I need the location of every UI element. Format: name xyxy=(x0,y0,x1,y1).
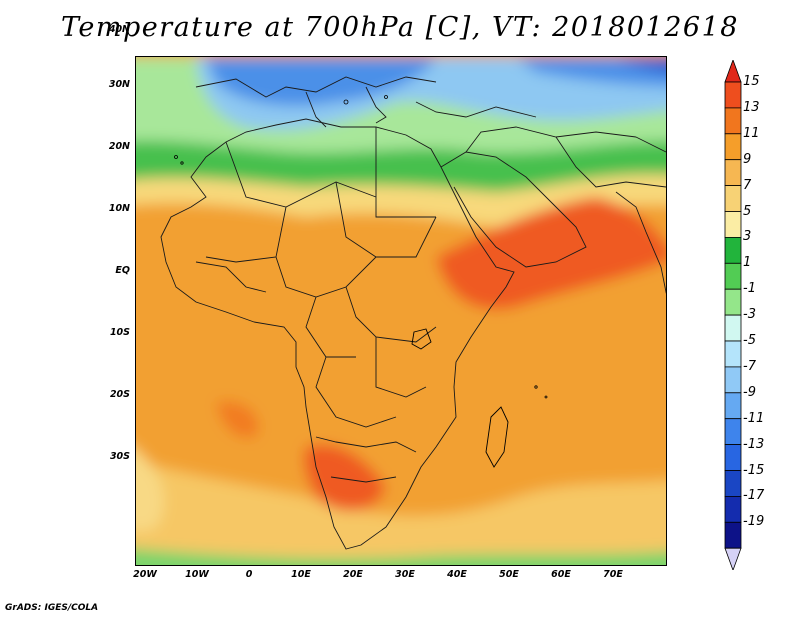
map-panel xyxy=(135,56,667,566)
colorbar-tick-label: 11 xyxy=(743,125,760,141)
lon-label: 40E xyxy=(447,569,467,580)
colorbar-swatch xyxy=(724,81,742,109)
colorbar-swatch xyxy=(724,159,742,186)
lat-label: 10S xyxy=(109,327,130,338)
lon-label: 60E xyxy=(551,569,571,580)
colorbar-swatch xyxy=(724,470,742,497)
temperature-map xyxy=(136,57,666,565)
colorbar-swatch xyxy=(724,211,742,238)
plot-title: Temperature at 700hPa [C], VT: 201801261… xyxy=(61,12,739,43)
credit-text: GrADS: IGES/COLA xyxy=(5,603,99,613)
lon-label: 10W xyxy=(185,569,209,580)
colorbar-swatch xyxy=(724,418,742,446)
colorbar-tick-label: -17 xyxy=(743,488,765,504)
colorbar xyxy=(724,60,742,570)
lon-label: 50E xyxy=(499,569,519,580)
colorbar-tick-label: -7 xyxy=(743,358,756,374)
colorbar-tick-label: -13 xyxy=(743,436,765,452)
country-borders xyxy=(160,76,666,550)
colorbar-swatch xyxy=(724,366,742,394)
colorbar-swatch xyxy=(724,288,742,316)
colorbar-tick-label: -9 xyxy=(743,384,756,400)
colorbar-swatch xyxy=(724,236,742,264)
colorbar-tick-label: -19 xyxy=(743,514,765,530)
colorbar-top-arrow xyxy=(724,60,742,83)
colorbar-swatch xyxy=(724,340,742,368)
colorbar-tick-label: -1 xyxy=(743,281,756,297)
lat-label: 30S xyxy=(109,451,130,462)
lat-label: 20N xyxy=(108,141,130,152)
colorbar-tick-label: 7 xyxy=(743,177,752,193)
lat-label: 30N xyxy=(108,79,130,90)
lon-label: 20W xyxy=(133,569,157,580)
colorbar-tick-label: -3 xyxy=(743,307,756,323)
colorbar-swatch xyxy=(724,262,742,290)
colorbar-swatch xyxy=(724,392,742,420)
colorbar-swatch xyxy=(724,521,742,549)
lat-label: 40N xyxy=(108,24,130,35)
colorbar-tick-label: -5 xyxy=(743,333,756,348)
colorbar-tick-label: 15 xyxy=(743,74,760,89)
lon-label: 0 xyxy=(245,569,253,580)
colorbar-bottom-arrow xyxy=(724,547,742,570)
lon-label: 10E xyxy=(291,569,311,580)
madagascar-outline xyxy=(485,406,509,468)
lon-label: 70E xyxy=(603,569,623,580)
colorbar-tick-label: 3 xyxy=(743,229,752,245)
lon-label: 30E xyxy=(395,569,415,580)
colorbar-swatch xyxy=(724,185,742,212)
lat-label: EQ xyxy=(115,265,130,276)
colorbar-tick-label: 9 xyxy=(743,151,752,167)
colorbar-swatch xyxy=(724,495,742,523)
colorbar-swatch xyxy=(724,107,742,135)
colorbar-swatch xyxy=(724,314,742,342)
colorbar-tick-label: 1 xyxy=(743,255,752,271)
colorbar-swatch xyxy=(724,444,742,471)
lake-victoria xyxy=(411,328,432,350)
colorbar-tick-label: -15 xyxy=(743,462,765,478)
colorbar-tick-label: 5 xyxy=(743,203,752,219)
lat-label: 20S xyxy=(109,389,130,400)
colorbar-swatch xyxy=(724,133,742,161)
colorbar-tick-label: -11 xyxy=(743,410,765,426)
colorbar-tick-label: 13 xyxy=(743,99,760,115)
lat-label: 10N xyxy=(108,203,130,214)
lon-label: 20E xyxy=(343,569,363,580)
islands xyxy=(174,95,548,399)
